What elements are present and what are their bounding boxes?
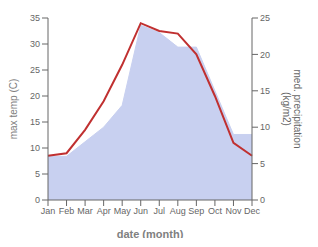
svg-text:30: 30 bbox=[30, 39, 40, 49]
svg-text:Dec: Dec bbox=[244, 206, 261, 216]
svg-text:10: 10 bbox=[30, 143, 40, 153]
svg-text:15: 15 bbox=[30, 117, 40, 127]
svg-text:Oct: Oct bbox=[208, 206, 223, 216]
svg-text:25: 25 bbox=[30, 65, 40, 75]
svg-text:35: 35 bbox=[30, 13, 40, 23]
svg-text:5: 5 bbox=[35, 169, 40, 179]
svg-text:Mar: Mar bbox=[77, 206, 93, 216]
svg-text:5: 5 bbox=[260, 159, 265, 169]
svg-text:May: May bbox=[114, 206, 132, 216]
svg-text:Feb: Feb bbox=[59, 206, 75, 216]
svg-text:Aug: Aug bbox=[170, 206, 186, 216]
svg-text:Sep: Sep bbox=[188, 206, 204, 216]
svg-text:0: 0 bbox=[260, 195, 265, 205]
svg-text:max temp (C): max temp (C) bbox=[8, 79, 19, 140]
svg-text:date (month): date (month) bbox=[117, 228, 184, 238]
svg-text:med. precipitation(kg/m2): med. precipitation(kg/m2) bbox=[281, 70, 304, 149]
svg-text:20: 20 bbox=[30, 91, 40, 101]
svg-text:25: 25 bbox=[260, 13, 270, 23]
svg-text:0: 0 bbox=[35, 195, 40, 205]
svg-text:Apr: Apr bbox=[97, 206, 111, 216]
svg-text:Jul: Jul bbox=[154, 206, 166, 216]
svg-text:Jan: Jan bbox=[41, 206, 56, 216]
svg-text:Jun: Jun bbox=[133, 206, 148, 216]
svg-text:20: 20 bbox=[260, 50, 270, 60]
svg-text:15: 15 bbox=[260, 86, 270, 96]
svg-text:10: 10 bbox=[260, 122, 270, 132]
svg-text:Nov: Nov bbox=[225, 206, 242, 216]
